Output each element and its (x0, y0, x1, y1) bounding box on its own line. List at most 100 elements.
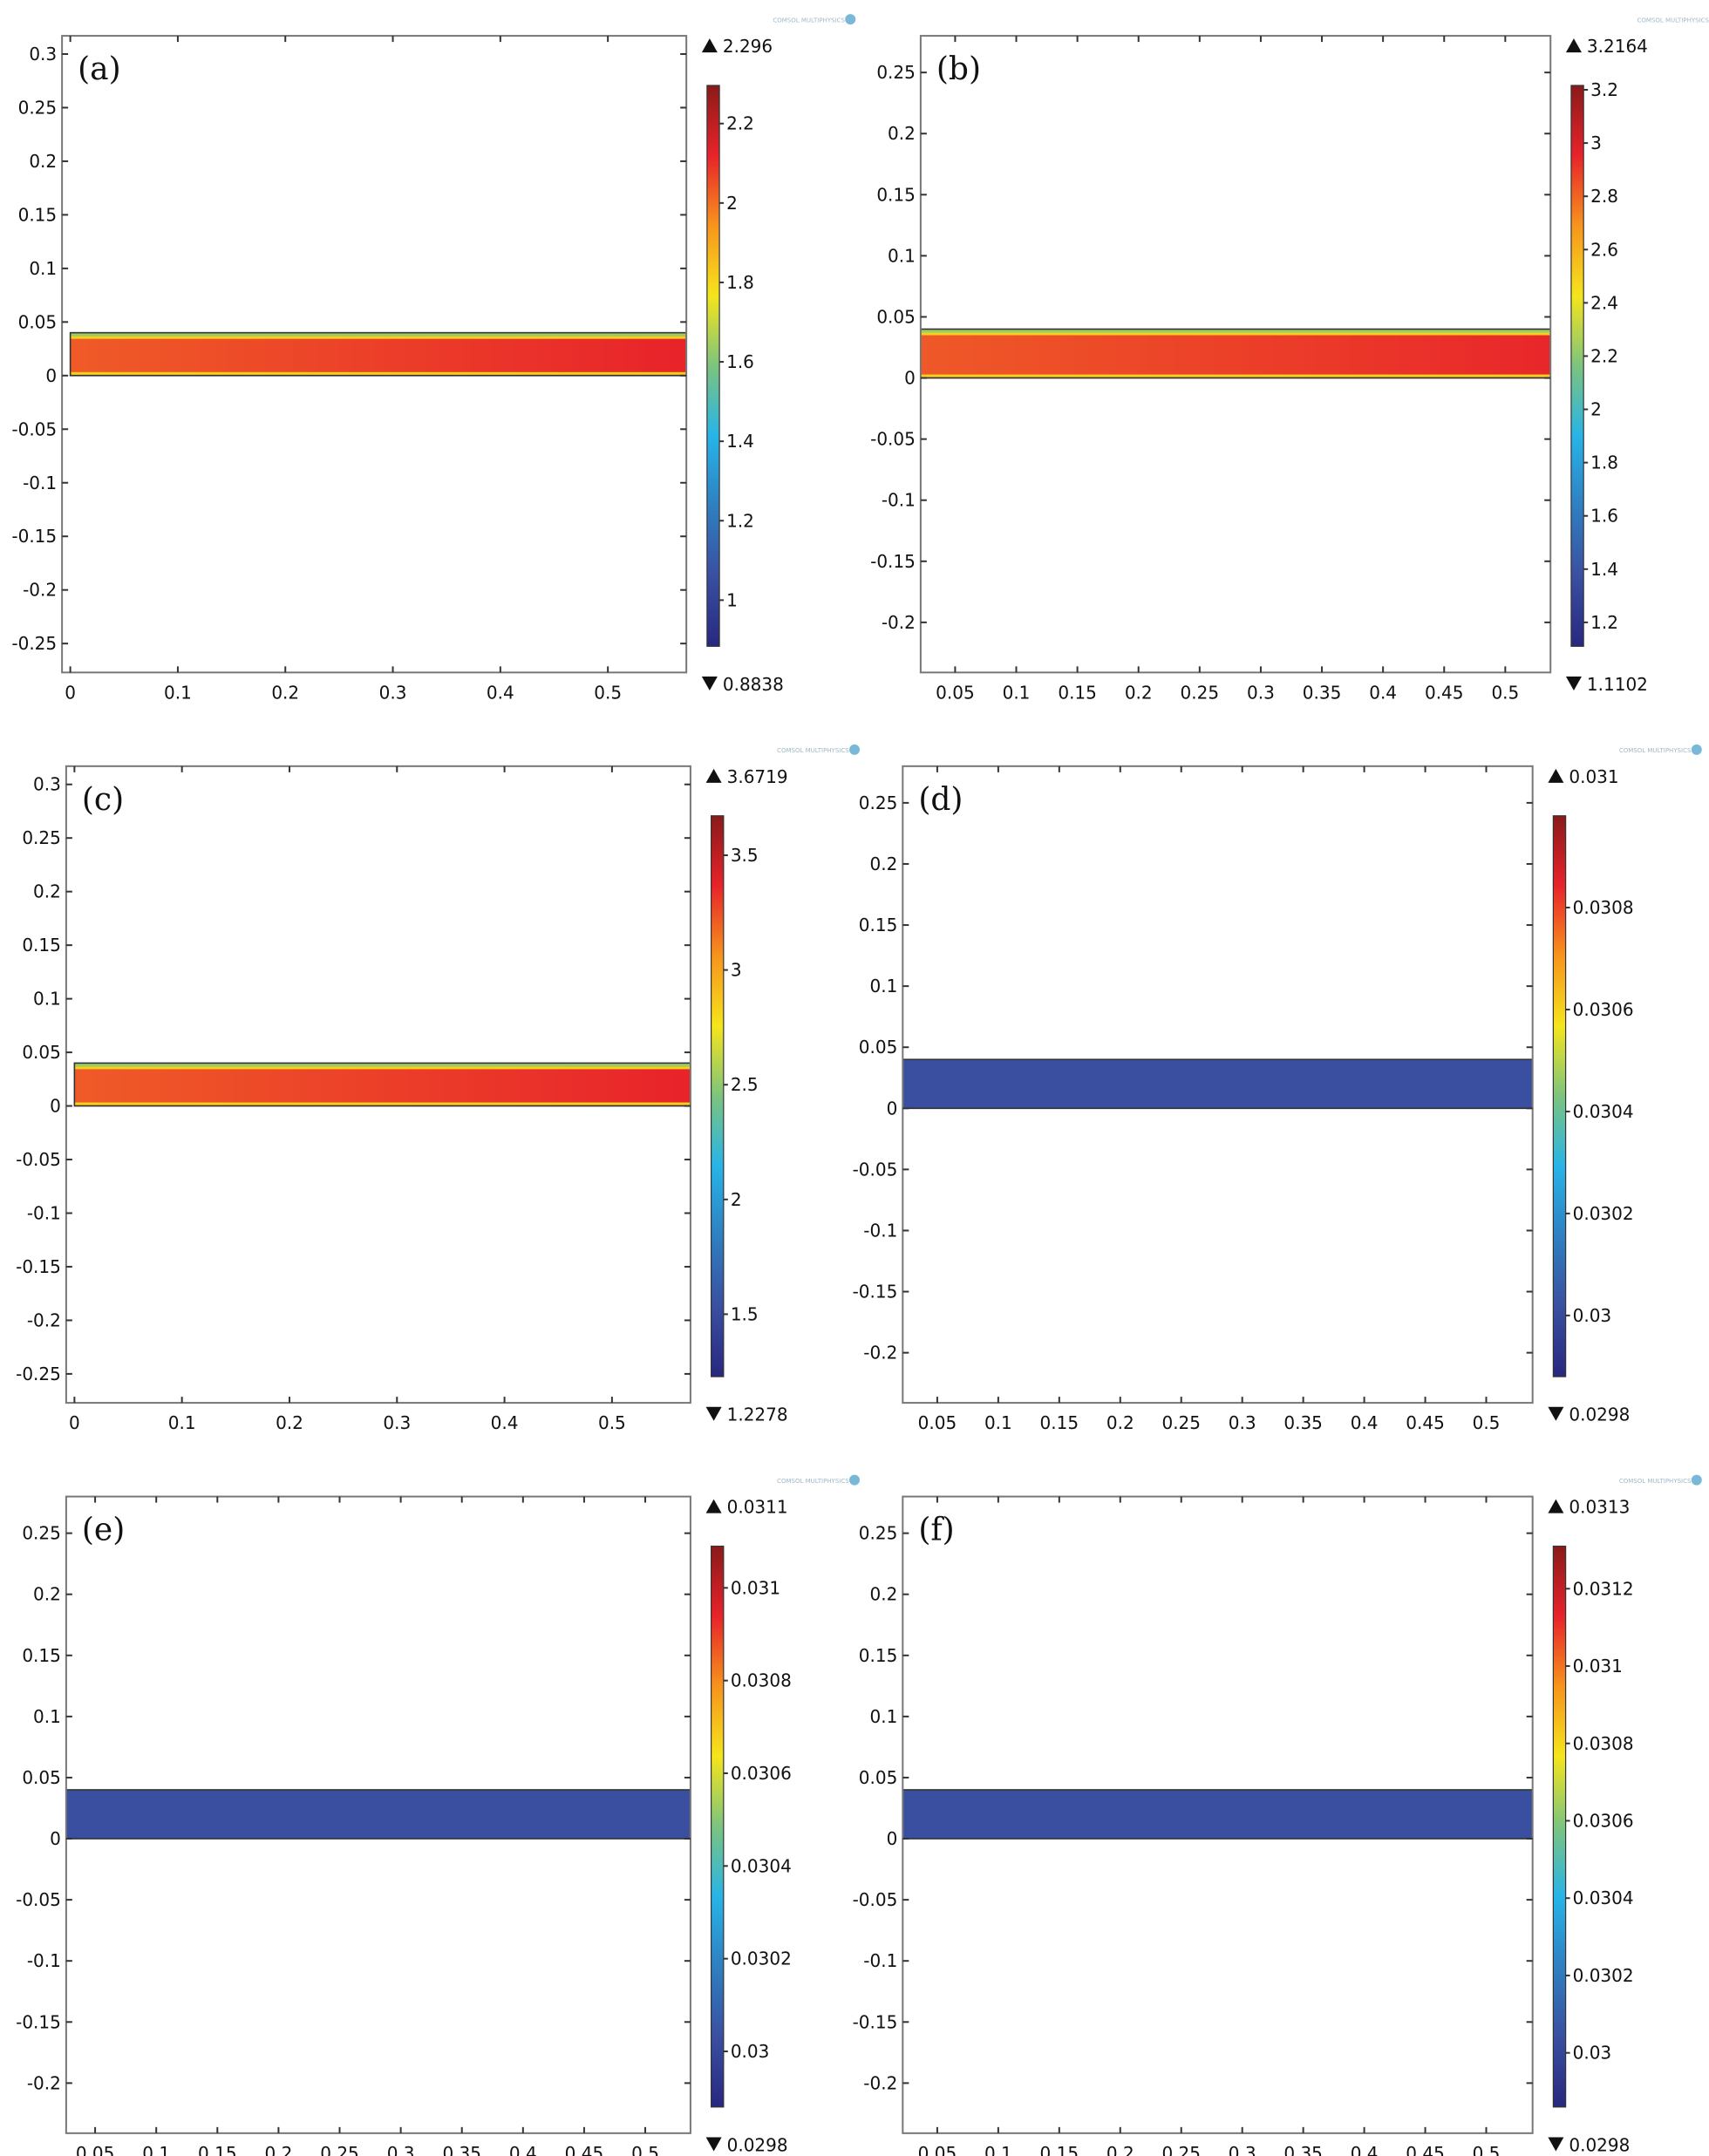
y-tick-label: 0.3 (33, 774, 61, 795)
colorbar-tick-label: 2.5 (731, 1074, 759, 1095)
colorbar-tick-label: 2.6 (1590, 239, 1618, 260)
colorbar-tick-label: 2.4 (1590, 292, 1618, 313)
panel-b: (b) 0.25 0.2 0.15 0.1 0.05 0 -0.05 -0.1 -0.15 -0.2… (870, 17, 1709, 703)
y-tick-label: 0.2 (870, 1584, 898, 1605)
colorbar-tick-label: 0.0306 (731, 1763, 792, 1784)
min-triangle-icon (701, 677, 718, 690)
x-tick-label: 0.15 (1040, 1412, 1079, 1433)
y-tick-label: -0.15 (16, 2011, 61, 2032)
field-edge-bottom (74, 1102, 691, 1105)
y-tick-label: -0.05 (11, 418, 57, 439)
colorbar-tick-label: 0.0304 (731, 1855, 792, 1876)
x-tick-label: 0.25 (320, 2143, 359, 2156)
y-tick-label: 0.05 (18, 311, 58, 332)
max-triangle-icon (701, 38, 718, 53)
x-tick-label: 0.25 (1181, 682, 1220, 703)
plot-frame (902, 1495, 1534, 2134)
panel-label: (d) (918, 782, 963, 818)
comsol-logo-icon (1691, 1474, 1702, 1486)
comsol-watermark: COMSOL MULTIPHYSICS (1619, 747, 1692, 754)
y-tick-label: 0 (50, 1096, 61, 1117)
y-tick-label: 0.05 (876, 306, 916, 327)
colorbar-min-label: 0.0298 (1569, 2134, 1630, 2155)
comsol-watermark: COMSOL MULTIPHYSICS (1619, 1478, 1692, 1485)
max-triangle-icon (1548, 768, 1564, 783)
colorbar-tick-label: 3 (1590, 133, 1602, 153)
y-tick-label: -0.05 (16, 1149, 61, 1170)
comsol-watermark: COMSOL MULTIPHYSICS (777, 1478, 849, 1485)
x-tick-label: 0.35 (1303, 682, 1342, 703)
y-tick-label: 0.25 (22, 1523, 61, 1544)
y-tick-label: 0.25 (859, 1523, 898, 1544)
colorbar-gradient (1552, 815, 1567, 1377)
max-triangle-icon (1548, 1499, 1564, 1513)
field-edge-top-inner (74, 1066, 691, 1070)
x-tick-label: 0.2 (1106, 2143, 1134, 2156)
x-tick-label: 0.3 (1229, 1412, 1256, 1433)
y-tick-label: 0 (887, 1098, 898, 1119)
domain-field (920, 328, 1551, 379)
field-edge-bottom (70, 371, 687, 375)
domain-field (65, 1789, 691, 1840)
y-tick-label: -0.05 (870, 429, 916, 450)
y-tick-label: -0.1 (863, 1950, 897, 1971)
y-tick-label: 0.25 (22, 827, 61, 848)
x-tick-label: 0.1 (984, 2143, 1012, 2156)
colorbar-tick-label: 1.2 (1590, 612, 1618, 633)
colorbar-max-label: 3.2164 (1587, 36, 1648, 57)
colorbar-tick-label: 0.0306 (1573, 1810, 1634, 1831)
x-tick-label: 0.1 (164, 682, 192, 703)
colorbar: 1.5 2 2.5 3 3.5 3.6719 1.2278 (705, 766, 788, 1425)
x-tick-label: 0.1 (1003, 682, 1031, 703)
panel-f: (f) 0.25 0.2 0.15 0.1 0.05 0 -0.05 -0.1 -0.15 -0.2… (853, 1474, 1702, 2156)
field-edge-top (920, 329, 1551, 333)
colorbar-tick-label: 1 (726, 589, 738, 610)
y-tick-label: -0.1 (882, 490, 916, 511)
max-triangle-icon (1565, 38, 1582, 53)
panel-c: (c) 0.3 0.25 0.2 0.15 0.1 0.05 0 -0.05 -0.1 -0.15 -… (16, 744, 860, 1433)
comsol-logo-icon (1691, 744, 1702, 755)
colorbar-min-label: 0.0298 (1569, 1404, 1630, 1425)
y-tick-label: 0.1 (870, 976, 898, 996)
colorbar-tick-label: 2 (726, 193, 738, 214)
x-tick-label: 0.2 (271, 682, 299, 703)
y-tick-label: -0.05 (16, 1889, 61, 1910)
colorbar-tick-label: 2 (1590, 399, 1602, 420)
plot-frame (65, 1495, 691, 2134)
domain-field (73, 1062, 691, 1107)
y-tick-label: -0.25 (16, 1364, 61, 1384)
colorbar-tick-label: 0.031 (1573, 1656, 1623, 1677)
colorbar: 0.03 0.0302 0.0304 0.0306 0.0308 0.031 0.0312 0… (1548, 1497, 1634, 2155)
field-outline (920, 328, 1551, 379)
x-tick-label: 0.1 (142, 2143, 170, 2156)
y-tick-label: 0 (45, 365, 57, 386)
y-tick-label: -0.2 (23, 580, 57, 601)
x-tick-label: 0.25 (1161, 2143, 1201, 2156)
field-outline (902, 1789, 1533, 1840)
x-tick-label: 0.45 (1425, 682, 1464, 703)
field-edge-bottom (920, 374, 1551, 377)
y-tick-label: 0.15 (876, 184, 916, 205)
x-tick-label: 0.3 (1247, 682, 1275, 703)
field-edge-top-inner (920, 332, 1551, 336)
x-tick-label: 0.15 (198, 2143, 237, 2156)
colorbar-tick-label: 1.5 (731, 1303, 759, 1324)
colorbar-max-label: 2.296 (723, 36, 773, 57)
y-tick-label: 0.3 (29, 44, 57, 65)
y-tick-label: 0.15 (22, 935, 61, 956)
colorbar-tick-label: 0.0302 (1573, 1965, 1634, 1986)
x-tick-label: 0.05 (918, 1412, 957, 1433)
y-tick-label: -0.1 (23, 473, 57, 493)
y-tick-label: 0.1 (870, 1706, 898, 1727)
y-tick-label: 0.15 (859, 915, 898, 935)
y-tick-label: 0.15 (18, 204, 58, 225)
x-tick-label: 0.45 (565, 2143, 604, 2156)
y-tick-label: 0.1 (888, 245, 916, 266)
x-tick-label: 0.4 (1369, 682, 1397, 703)
panel-label: (a) (78, 51, 121, 87)
colorbar: 1 1.2 1.4 1.6 1.8 2 2.2 2.296 0.8838 (701, 36, 784, 695)
y-tick-label: -0.15 (16, 1256, 61, 1277)
y-tick-label: 0.1 (29, 258, 57, 279)
colorbar-tick-label: 2.2 (1590, 345, 1618, 366)
